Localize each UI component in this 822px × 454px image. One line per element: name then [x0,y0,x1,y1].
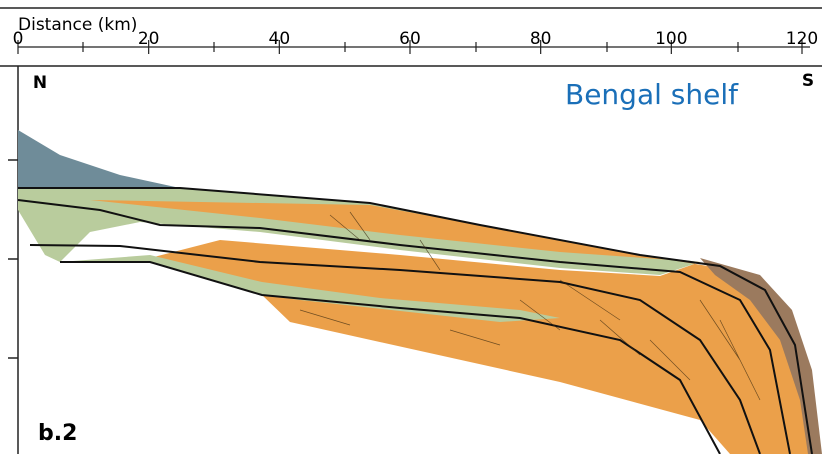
cross-section: Distance (km) N S Bengal shelf b.2 0 20 40… [0,0,822,454]
region-label: Bengal shelf [565,78,739,111]
north-label: N [33,73,47,93]
tick-label: 20 [138,29,160,49]
tick-label: 80 [530,29,552,49]
tick-label: 0 [13,29,24,49]
axis-label: Distance (km) [18,15,137,35]
depth-ticks [8,160,18,358]
tick-label: 60 [399,29,421,49]
south-label: S [802,71,814,91]
tick-label: 100 [655,29,687,49]
tick-label: 120 [786,29,818,49]
panel-label: b.2 [38,421,77,446]
tick-label: 40 [269,29,291,49]
strata [18,130,822,454]
